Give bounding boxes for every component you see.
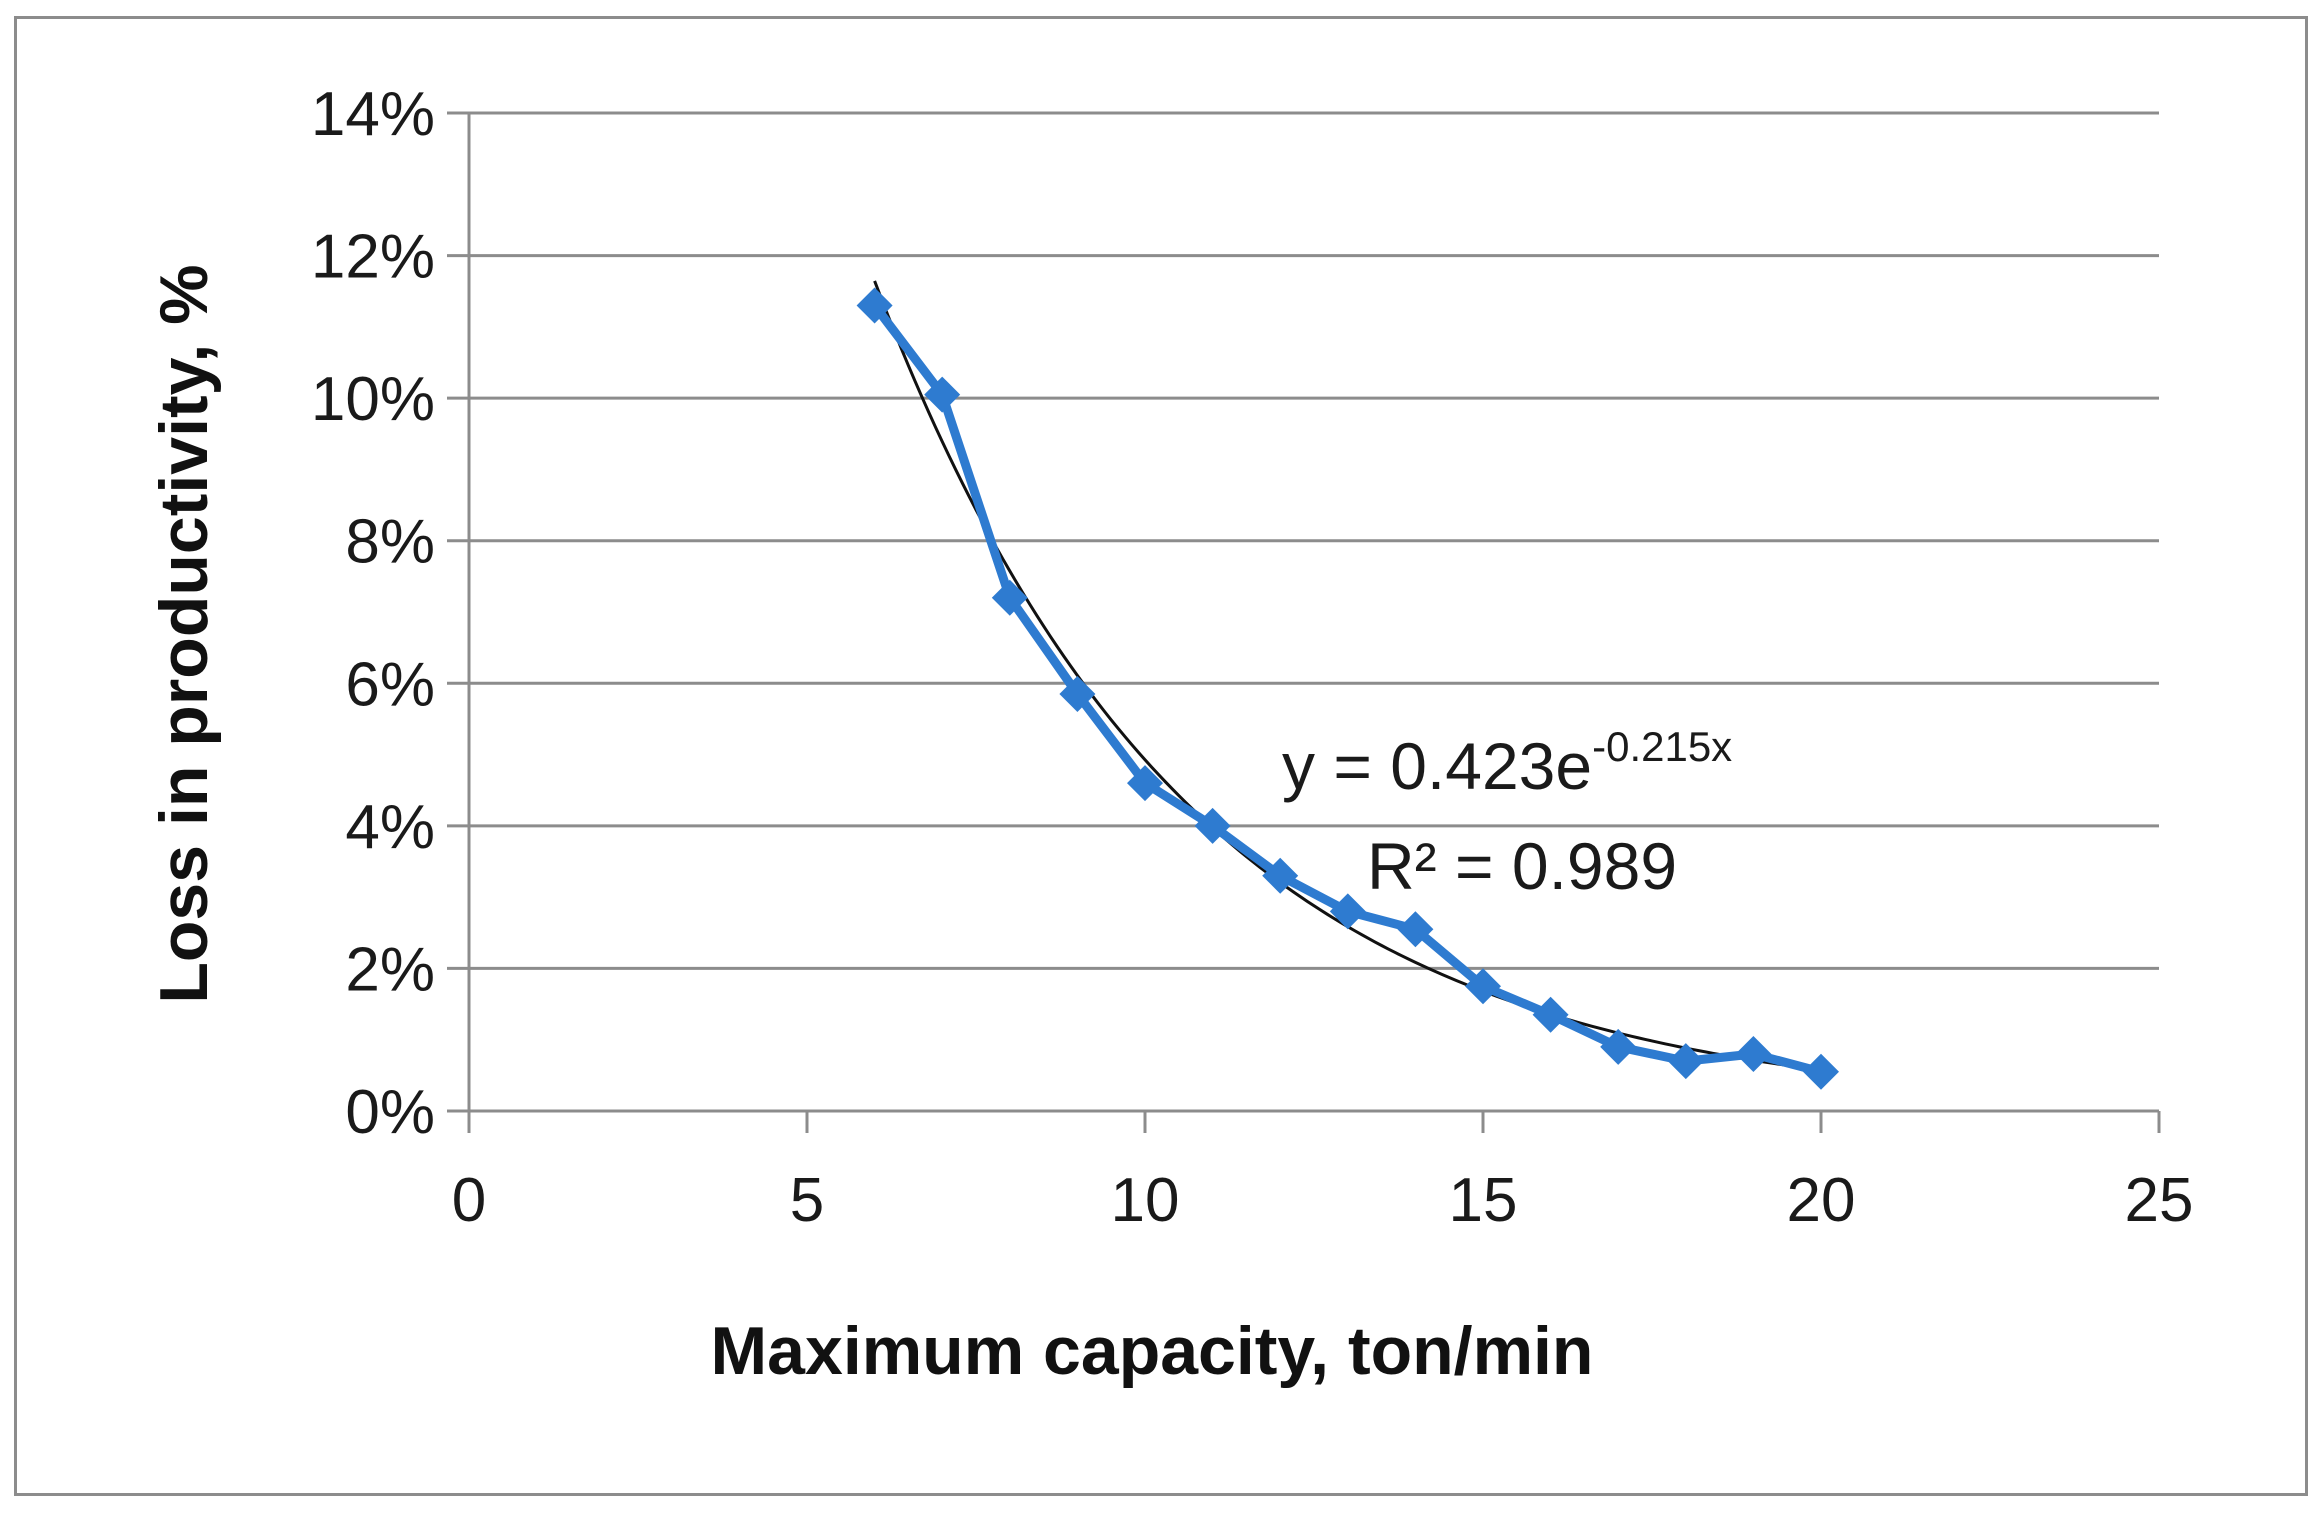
trendline-equation-exponent: -0.215x xyxy=(1592,723,1732,770)
data-point-8 xyxy=(1397,911,1434,948)
y-tick-label-3: 6% xyxy=(345,650,435,719)
chart-frame: 0% 2% 4% 6% 8% 10% 12% 14% 0 5 10 15 20 25 y = 0.423… xyxy=(14,16,2308,1496)
y-tick-label-6: 12% xyxy=(311,223,435,292)
x-tick-label-4: 20 xyxy=(1787,1166,1856,1235)
y-tick-label-0: 0% xyxy=(345,1078,435,1147)
r-squared-label: R² = 0.989 xyxy=(1367,829,1677,903)
data-point-1 xyxy=(924,376,961,413)
x-tick-label-2: 10 xyxy=(1111,1166,1180,1235)
data-point-7 xyxy=(1329,893,1366,930)
data-point-6 xyxy=(1262,857,1299,894)
data-point-11 xyxy=(1600,1028,1637,1065)
data-point-4 xyxy=(1127,765,1163,802)
trendline-equation: y = 0.423e-0.215x xyxy=(1282,723,1732,803)
trendline-equation-main: y = 0.423e xyxy=(1282,729,1592,803)
data-point-3 xyxy=(1059,675,1096,712)
data-point-10 xyxy=(1532,996,1569,1033)
data-point-9 xyxy=(1465,968,1501,1005)
data-point-0 xyxy=(856,287,893,324)
data-point-2 xyxy=(991,579,1028,616)
y-tick-labels: 0% 2% 4% 6% 8% 10% 12% 14% xyxy=(311,80,435,1147)
data-point-14 xyxy=(1803,1053,1839,1090)
y-tick-label-7: 14% xyxy=(311,80,435,149)
x-tick-labels: 0 5 10 15 20 25 xyxy=(452,1166,2194,1235)
x-tick-label-1: 5 xyxy=(790,1166,824,1235)
gridlines xyxy=(469,111,2159,970)
x-axis-title: Maximum capacity, ton/min xyxy=(711,1313,1594,1389)
y-tick-label-4: 8% xyxy=(345,508,435,577)
chart: 0% 2% 4% 6% 8% 10% 12% 14% 0 5 10 15 20 25 y = 0.423… xyxy=(146,80,2194,1389)
x-tick-label-0: 0 xyxy=(452,1166,486,1235)
axes xyxy=(447,111,2161,1133)
x-tick-label-5: 25 xyxy=(2125,1166,2194,1235)
data-point-13 xyxy=(1735,1035,1772,1072)
data-markers xyxy=(856,287,1839,1090)
y-axis-title: Loss in productivity, % xyxy=(146,264,222,1003)
y-tick-label-1: 2% xyxy=(345,935,435,1004)
data-point-5 xyxy=(1194,807,1231,844)
y-tick-label-5: 10% xyxy=(311,365,435,434)
data-point-12 xyxy=(1667,1043,1704,1080)
y-tick-label-2: 4% xyxy=(345,793,435,862)
x-tick-label-3: 15 xyxy=(1449,1166,1518,1235)
series-line xyxy=(871,302,1823,1077)
